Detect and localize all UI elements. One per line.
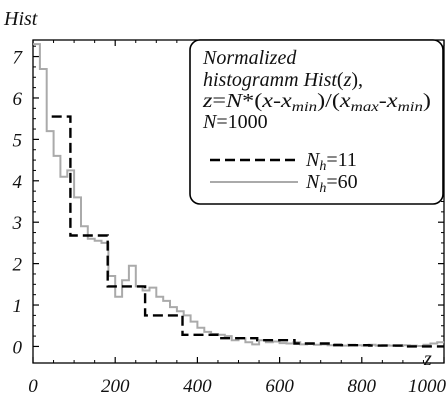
legend-text-run: x (339, 90, 351, 112)
legend-text-run: Hist (303, 69, 338, 91)
legend-text-run: max (351, 100, 380, 115)
legend-text-run: z (202, 90, 213, 112)
legend-line-4: N=1000 (202, 111, 268, 133)
y-tick-label: 3 (12, 213, 23, 234)
series-group (33, 43, 445, 348)
x-tick-label: 0 (28, 376, 38, 397)
legend-text-run: min (292, 100, 317, 115)
legend-text-run: = (212, 90, 226, 112)
legend-text-run: x (280, 90, 292, 112)
legend-label-nh60: Nh=60 (305, 171, 358, 196)
legend-line-2: histogramm Hist(z), (203, 69, 363, 91)
legend-text-run: )/( (317, 90, 340, 112)
x-axis-label: z (423, 348, 432, 370)
legend-text-run: =11 (326, 149, 357, 171)
x-tick-label: 1000 (408, 376, 447, 397)
x-tick-label: 600 (265, 376, 294, 397)
legend-text-run: h (319, 181, 326, 196)
series-line-nh11 (51, 115, 444, 348)
y-tick-label: 0 (13, 337, 23, 358)
legend-text-run: - (379, 90, 387, 112)
legend-text-run: Normalized (202, 47, 297, 69)
y-tick-label: 2 (13, 255, 23, 276)
legend-text-run: histogramm (203, 69, 304, 91)
y-tick-label: 4 (13, 172, 23, 193)
legend-text-run: N (305, 171, 321, 193)
legend-text-run: *( (242, 90, 263, 112)
x-tick-label: 200 (101, 376, 130, 397)
legend-text-run: N (202, 111, 218, 133)
legend-text-run: min (398, 100, 423, 115)
legend-line-1: Normalized (202, 47, 297, 69)
y-tick-label: 5 (13, 130, 23, 151)
legend-text-run: N (225, 90, 244, 112)
legend-text-run: x (386, 90, 398, 112)
legend-text-run: ( (337, 69, 344, 91)
legend-box (189, 39, 444, 205)
x-tick-label: 800 (348, 376, 377, 397)
legend-text-run: =1000 (216, 111, 267, 133)
y-axis-label: Hist (3, 8, 38, 30)
y-tick-label: 7 (13, 48, 24, 69)
legend-text-run: ), (351, 69, 363, 91)
y-tick-label: 1 (13, 296, 23, 317)
legend-label-nh11: Nh=11 (305, 149, 357, 174)
legend-text-run: ) (423, 90, 431, 112)
legend-line-3: z= N *(x-x min)/(x max -x min) (202, 90, 431, 115)
legend-text-run: N (305, 149, 321, 171)
x-tick-label: 400 (183, 376, 212, 397)
legend-text-run: z (343, 69, 352, 91)
y-tick-label: 6 (13, 89, 23, 110)
legend-text-run: =60 (326, 171, 357, 193)
legend-text-run: - (273, 90, 281, 112)
legend-text-run: h (319, 159, 326, 174)
legend-text-run: x (261, 90, 273, 112)
